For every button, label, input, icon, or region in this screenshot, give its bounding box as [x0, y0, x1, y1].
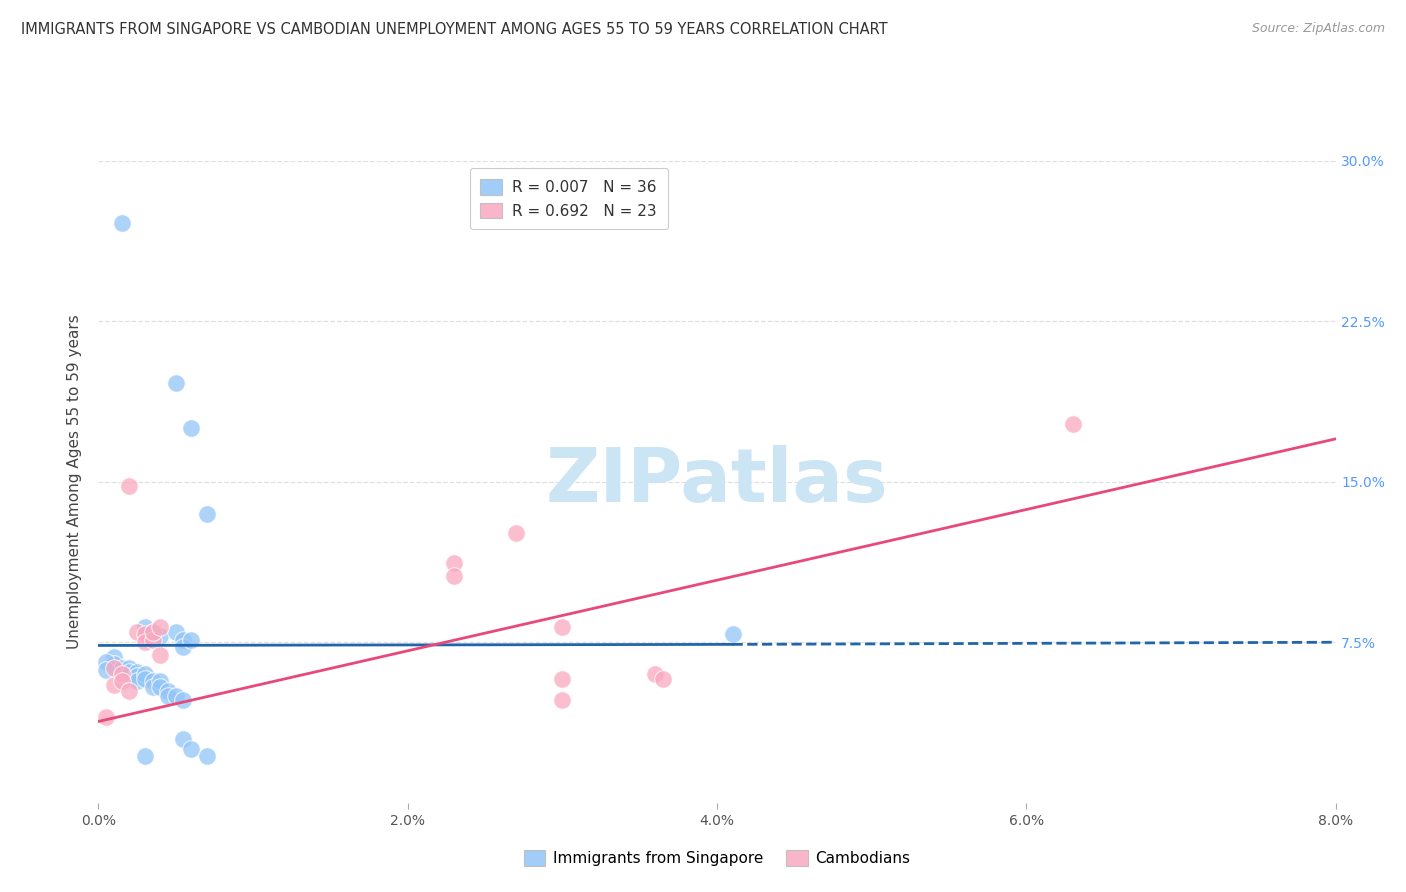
Point	[103, 657, 125, 671]
Point	[118, 661, 141, 675]
Point	[142, 680, 165, 694]
Point	[551, 693, 574, 707]
Point	[165, 376, 187, 391]
Point	[165, 624, 187, 639]
Point	[443, 569, 465, 583]
Point	[111, 216, 134, 230]
Point	[103, 678, 125, 692]
Y-axis label: Unemployment Among Ages 55 to 59 years: Unemployment Among Ages 55 to 59 years	[67, 314, 83, 649]
Point	[157, 689, 180, 703]
Point	[118, 479, 141, 493]
Point	[443, 556, 465, 570]
Point	[1062, 417, 1084, 431]
Point	[180, 633, 202, 648]
Point	[103, 650, 125, 665]
Point	[134, 748, 156, 763]
Point	[157, 684, 180, 698]
Point	[142, 624, 165, 639]
Point	[127, 665, 149, 680]
Text: Source: ZipAtlas.com: Source: ZipAtlas.com	[1251, 22, 1385, 36]
Point	[127, 669, 149, 683]
Point	[142, 624, 165, 639]
Point	[149, 620, 172, 634]
Point	[127, 624, 149, 639]
Point	[180, 742, 202, 756]
Point	[172, 731, 194, 746]
Point	[142, 633, 165, 648]
Point	[721, 626, 744, 640]
Legend: Immigrants from Singapore, Cambodians: Immigrants from Singapore, Cambodians	[517, 844, 917, 872]
Point	[134, 672, 156, 686]
Point	[149, 648, 172, 662]
Point	[134, 620, 156, 634]
Point	[172, 633, 194, 648]
Point	[127, 673, 149, 688]
Point	[551, 620, 574, 634]
Point	[180, 421, 202, 435]
Text: ZIPatlas: ZIPatlas	[546, 445, 889, 518]
Point	[172, 693, 194, 707]
Point	[652, 672, 675, 686]
Point	[111, 667, 134, 681]
Point	[111, 661, 134, 675]
Point	[118, 665, 141, 680]
Point	[165, 689, 187, 703]
Point	[149, 673, 172, 688]
Point	[142, 673, 165, 688]
Point	[149, 629, 172, 643]
Point	[195, 507, 218, 521]
Point	[134, 667, 156, 681]
Point	[505, 526, 527, 541]
Point	[644, 667, 666, 681]
Point	[149, 680, 172, 694]
Point	[96, 655, 118, 669]
Point	[551, 672, 574, 686]
Point	[134, 635, 156, 649]
Point	[172, 640, 194, 654]
Point	[103, 661, 125, 675]
Point	[96, 710, 118, 724]
Point	[134, 626, 156, 640]
Point	[118, 684, 141, 698]
Text: IMMIGRANTS FROM SINGAPORE VS CAMBODIAN UNEMPLOYMENT AMONG AGES 55 TO 59 YEARS CO: IMMIGRANTS FROM SINGAPORE VS CAMBODIAN U…	[21, 22, 887, 37]
Point	[96, 663, 118, 677]
Point	[111, 673, 134, 688]
Point	[195, 748, 218, 763]
